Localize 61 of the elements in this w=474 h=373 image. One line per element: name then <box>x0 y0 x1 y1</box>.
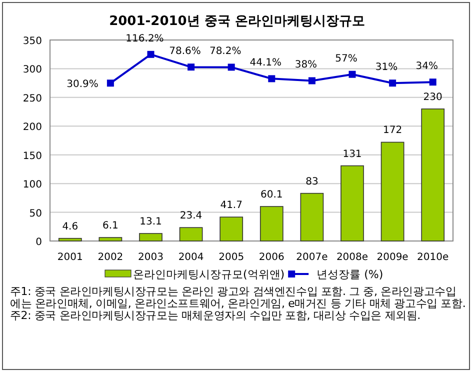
data-label: 34% <box>416 61 438 72</box>
point <box>429 78 436 86</box>
data-label: 4.6 <box>62 221 78 232</box>
data-label: 38% <box>294 60 318 71</box>
point <box>348 70 356 78</box>
bar <box>340 165 364 242</box>
data-label: 116.2% <box>126 33 164 44</box>
bar <box>300 192 324 242</box>
point <box>147 50 154 58</box>
x-tick-label: 2002 <box>98 252 124 263</box>
data-label: 230 <box>423 92 442 103</box>
bar <box>58 238 82 242</box>
x-tick-label: 2007e <box>296 252 328 263</box>
y-tick-label: 200 <box>22 122 42 134</box>
bar <box>179 227 203 242</box>
bar <box>98 237 122 242</box>
legend-label: 온라인마케팅시장규모(억위앤) <box>133 268 285 281</box>
bar <box>421 108 445 242</box>
x-tick-label: 2009e <box>376 252 408 263</box>
text: 주1: 중국 온라인마케팅시장규모는 온라인 광고와 검색엔진수입 포함. 그 중, 온라인광고수입에는 온라인매체, 이메일, 온라인소프트웨어, 온라인게임, e매거진 등 기타 매체 광고수입 포함. <box>10 285 466 310</box>
data-label: 6.1 <box>102 220 118 232</box>
data-label: 131 <box>342 148 362 160</box>
point <box>106 80 114 87</box>
y-tick-label: 150 <box>22 150 42 162</box>
point <box>268 75 276 82</box>
data-label: 44.1% <box>250 58 282 69</box>
x-tick-label: 2005 <box>218 252 244 263</box>
data-label: 60.1 <box>260 189 283 200</box>
point <box>228 64 235 71</box>
bar <box>380 142 404 242</box>
data-label: 78.6% <box>169 46 201 58</box>
bar <box>260 206 284 242</box>
y-tick-label: 0 <box>36 237 42 248</box>
data-label: 83 <box>306 176 318 188</box>
bar <box>139 233 162 242</box>
data-label: 30.9% <box>66 79 98 90</box>
point <box>389 80 396 87</box>
point <box>188 64 195 71</box>
y-tick-label: 250 <box>22 93 42 104</box>
text: 주2: 중국 온라인마케팅시장규모는 매체운영자의 수입만 포함, 대리상 수입은 제외됨. <box>10 309 422 322</box>
y-tick-label: 350 <box>22 36 42 47</box>
data-label: 23.4 <box>180 210 202 222</box>
x-tick-label: 2004 <box>178 252 204 263</box>
point <box>308 77 316 84</box>
data-label: 57% <box>335 53 358 64</box>
data-label: 31% <box>375 62 398 74</box>
data-label: 78.2% <box>209 46 242 58</box>
x-tick-label: 2010e <box>417 252 449 263</box>
x-tick-label: 2006 <box>258 252 284 263</box>
bar <box>220 216 244 242</box>
x-tick-label: 2008e <box>336 252 368 263</box>
data-label: 41.7 <box>220 200 242 212</box>
y-tick-label: 50 <box>29 208 42 220</box>
data-label: 172 <box>383 125 402 136</box>
y-tick-label: 300 <box>22 64 42 76</box>
y-tick-label: 100 <box>22 180 42 191</box>
chart-title: 2001-2010년 중국 온라인마케팅시장규모 <box>109 14 365 29</box>
legend-label: 년성장률 (%) <box>316 268 384 281</box>
data-label: 13.1 <box>140 216 162 228</box>
x-tick-label: 2001 <box>57 252 83 263</box>
x-tick-label: 2003 <box>138 252 164 263</box>
